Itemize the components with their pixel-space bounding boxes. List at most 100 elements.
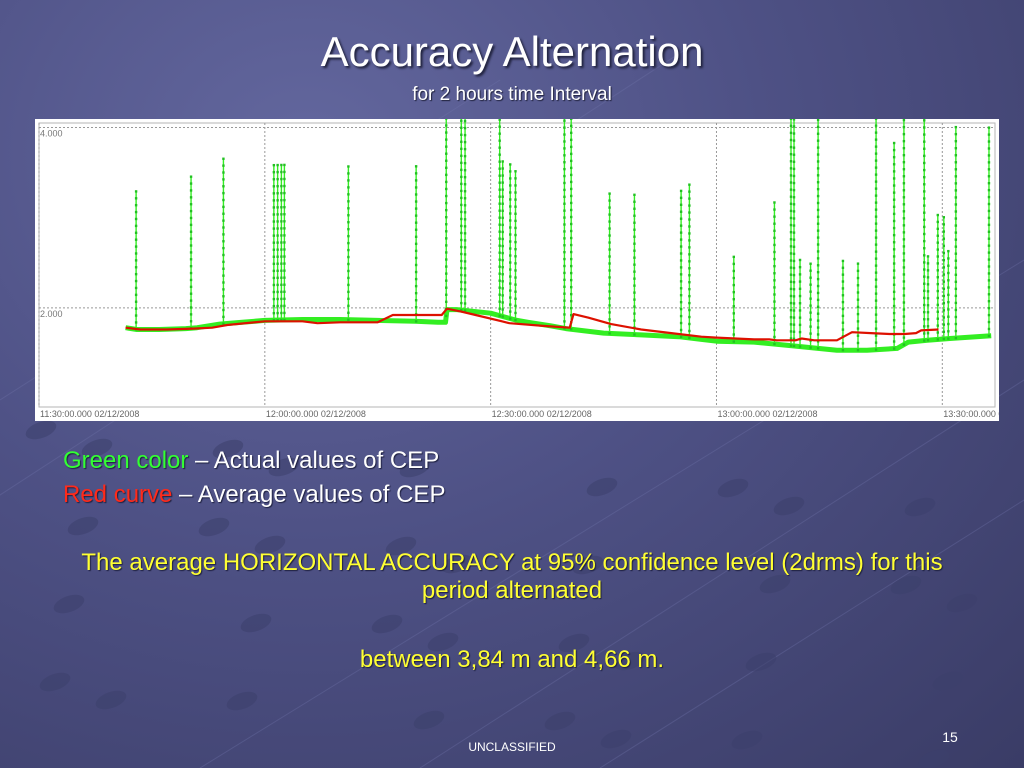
- actual-point: [222, 260, 225, 264]
- actual-point: [501, 258, 504, 262]
- actual-point: [732, 326, 735, 329]
- actual-point: [936, 276, 939, 279]
- actual-point: [947, 257, 950, 260]
- actual-point: [947, 337, 950, 340]
- actual-point: [874, 201, 878, 204]
- actual-point: [445, 230, 448, 233]
- actual-point: [987, 258, 991, 261]
- actual-point: [272, 255, 276, 258]
- actual-point: [798, 316, 802, 319]
- actual-point: [816, 146, 820, 149]
- actual-point: [283, 234, 286, 237]
- actual-point: [569, 152, 573, 156]
- actual-point: [874, 278, 878, 281]
- actual-point: [923, 211, 926, 214]
- actual-point: [276, 262, 279, 265]
- actual-point: [874, 229, 878, 232]
- actual-point: [498, 251, 501, 254]
- actual-point: [789, 131, 793, 135]
- actual-point: [902, 294, 906, 297]
- actual-point: [892, 326, 896, 329]
- actual-point: [987, 320, 991, 324]
- actual-point: [923, 275, 926, 278]
- actual-point: [987, 181, 991, 185]
- actual-point: [773, 286, 776, 289]
- actual-point: [926, 325, 930, 328]
- actual-point: [947, 264, 950, 267]
- actual-point: [189, 285, 193, 289]
- actual-point: [987, 230, 991, 233]
- actual-point: [926, 297, 930, 300]
- actual-point: [923, 225, 926, 229]
- actual-point: [347, 290, 350, 294]
- bg-line: [419, 379, 1024, 768]
- actual-point: [902, 245, 906, 248]
- actual-point: [856, 349, 860, 352]
- actual-point: [874, 264, 878, 267]
- actual-point: [608, 283, 611, 286]
- actual-point: [460, 217, 463, 221]
- actual-point: [987, 251, 991, 254]
- actual-point: [892, 241, 896, 244]
- actual-point: [501, 209, 504, 213]
- actual-point: [460, 266, 463, 270]
- actual-point: [276, 163, 279, 167]
- actual-point: [280, 184, 283, 188]
- actual-point: [633, 312, 636, 315]
- actual-point: [688, 197, 691, 200]
- actual-point: [563, 161, 566, 164]
- actual-point: [280, 283, 283, 287]
- actual-point: [498, 153, 501, 156]
- actual-point: [498, 160, 501, 163]
- actual-point: [936, 296, 939, 300]
- accuracy-statement: The average HORIZONTAL ACCURACY at 95% c…: [81, 549, 943, 604]
- actual-point: [276, 318, 279, 322]
- actual-point: [936, 227, 939, 231]
- actual-point: [189, 306, 193, 309]
- actual-point: [892, 184, 896, 187]
- actual-point: [509, 275, 512, 278]
- actual-point: [679, 321, 683, 325]
- actual-point: [569, 292, 573, 296]
- actual-point: [280, 234, 283, 237]
- actual-point: [501, 223, 504, 227]
- actual-point: [789, 238, 793, 241]
- actual-point: [926, 269, 930, 272]
- actual-point: [633, 263, 636, 266]
- actual-point: [276, 241, 279, 244]
- actual-point: [134, 293, 138, 297]
- actual-point: [789, 330, 793, 333]
- actual-point: [816, 277, 820, 281]
- actual-point: [923, 168, 926, 172]
- actual-point: [608, 304, 611, 307]
- actual-point: [222, 281, 225, 284]
- actual-point: [688, 218, 691, 221]
- actual-point: [563, 244, 566, 247]
- actual-point: [816, 236, 820, 239]
- actual-point: [563, 154, 566, 157]
- actual-point: [569, 313, 573, 317]
- actual-point: [841, 314, 845, 318]
- actual-point: [569, 208, 573, 212]
- actual-point: [347, 227, 350, 231]
- actual-point: [633, 333, 636, 336]
- actual-point: [272, 290, 276, 294]
- actual-point: [514, 276, 517, 279]
- actual-point: [608, 206, 611, 209]
- actual-point: [189, 320, 193, 323]
- actual-point: [633, 270, 636, 273]
- actual-point: [460, 133, 463, 137]
- actual-point: [509, 310, 512, 313]
- actual-point: [563, 306, 566, 309]
- actual-point: [789, 316, 793, 319]
- actual-point: [954, 259, 958, 262]
- actual-point: [276, 177, 279, 181]
- actual-point: [563, 250, 566, 254]
- actual-point: [445, 152, 448, 155]
- actual-point: [773, 342, 776, 346]
- actual-point: [954, 280, 958, 284]
- actual-point: [445, 244, 448, 247]
- actual-point: [283, 269, 286, 272]
- actual-point: [445, 314, 448, 318]
- actual-point: [514, 191, 517, 194]
